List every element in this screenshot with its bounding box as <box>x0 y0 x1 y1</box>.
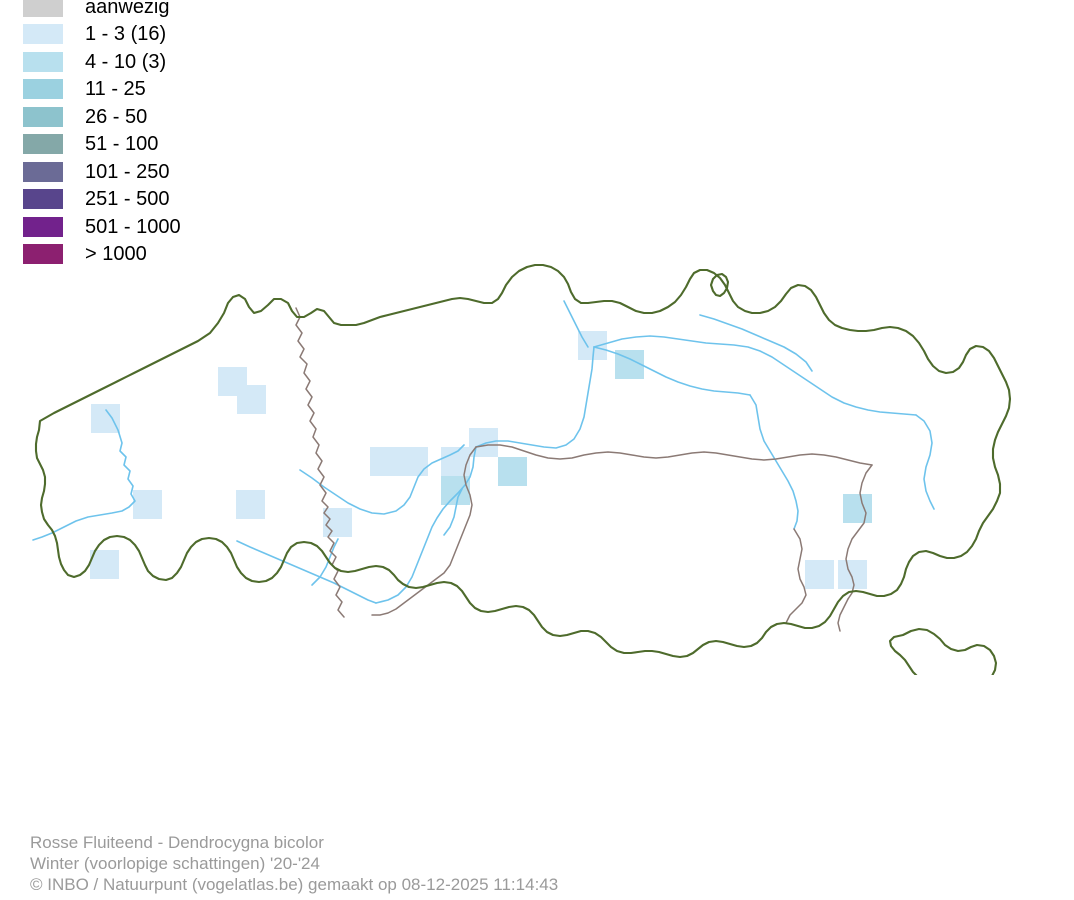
caption-period: Winter (voorlopige schattingen) '20-'24 <box>30 854 320 873</box>
legend-item-7[interactable]: 251 - 500 <box>0 186 170 213</box>
antwerp-island-detail <box>709 272 730 298</box>
river-schelde-mid <box>375 446 477 604</box>
river-schelde-low <box>475 346 595 449</box>
legend-label-9: > 1000 <box>85 243 147 265</box>
province-border-ovl-ant <box>475 444 873 466</box>
legend-label-3: 11 - 25 <box>85 78 146 100</box>
legend-item-2[interactable]: 4 - 10 (3) <box>0 48 166 75</box>
legend-item-1[interactable]: 1 - 3 (16) <box>0 21 166 48</box>
voeren-exclave <box>888 627 998 675</box>
river-demer <box>593 335 917 416</box>
river-leie <box>299 444 465 515</box>
map-caption: Rosse Fluiteend - Dendrocygna bicolor Wi… <box>30 832 558 895</box>
grid-cell[interactable] <box>441 447 470 476</box>
province-border-ant-limb <box>845 464 873 600</box>
river-zenne <box>443 488 463 536</box>
province-border-ovl-vbr <box>371 446 477 616</box>
river-kleine-nete <box>699 314 813 372</box>
legend-swatch-7 <box>23 189 63 209</box>
legend-item-0[interactable]: aanwezig <box>0 0 170 20</box>
river-netebeek <box>563 300 589 348</box>
grid-cell[interactable] <box>236 490 265 519</box>
grid-cell[interactable] <box>469 428 498 457</box>
legend-swatch-3 <box>23 79 63 99</box>
grid-cell[interactable] <box>838 560 867 589</box>
legend-item-3[interactable]: 11 - 25 <box>0 76 146 103</box>
legend-label-5: 51 - 100 <box>85 133 159 155</box>
grid-cell[interactable] <box>237 385 266 414</box>
legend-item-6[interactable]: 101 - 250 <box>0 158 170 185</box>
river-dender <box>311 538 339 586</box>
grid-cell[interactable] <box>399 447 428 476</box>
legend-swatch-4 <box>23 106 63 127</box>
grid-cell[interactable] <box>370 447 399 476</box>
caption-credit: © INBO / Natuurpunt (vogelatlas.be) gema… <box>30 875 559 894</box>
map-panel[interactable] <box>0 255 1074 675</box>
occurrence-cells-layer <box>90 331 872 589</box>
grid-cell[interactable] <box>843 494 872 523</box>
legend-label-2: 4 - 10 (3) <box>85 50 167 73</box>
legend-swatch-8 <box>23 216 63 237</box>
river-schelde-upper <box>236 540 377 604</box>
legend-label-8: 501 - 1000 <box>85 215 181 238</box>
caption-species: Rosse Fluiteend - Dendrocygna bicolor <box>30 833 324 852</box>
legend-label-6: 101 - 250 <box>85 160 170 183</box>
grid-cell[interactable] <box>90 550 119 579</box>
legend-item-5[interactable]: 51 - 100 <box>0 131 158 158</box>
legend-swatch-5 <box>23 134 63 154</box>
legend-label-7: 251 - 500 <box>85 188 170 210</box>
legend-swatch-1 <box>23 24 63 44</box>
legend-label-4: 26 - 50 <box>85 105 148 128</box>
region-border-layer <box>34 263 1012 675</box>
river-ijzer <box>32 409 136 541</box>
province-border-vbr-limb <box>785 528 807 624</box>
legend-label-0: aanwezig <box>85 0 170 18</box>
grid-cell[interactable] <box>805 560 834 589</box>
grid-cell[interactable] <box>133 490 162 519</box>
distribution-map[interactable] <box>0 255 1074 675</box>
river-maas <box>915 414 935 510</box>
legend-label-1: 1 - 3 (16) <box>85 23 167 45</box>
rivers-layer <box>32 300 935 604</box>
grid-cell[interactable] <box>498 457 527 486</box>
river-rupel <box>593 346 751 396</box>
legend-item-8[interactable]: 501 - 1000 <box>0 213 181 240</box>
flanders-outline <box>34 263 1012 659</box>
legend-swatch-2 <box>23 51 63 72</box>
legend-item-4[interactable]: 26 - 50 <box>0 103 147 130</box>
legend-item-9[interactable]: > 1000 <box>0 241 147 268</box>
province-border-voeren-link <box>837 598 849 632</box>
legend-swatch-9 <box>23 244 63 264</box>
river-dijle <box>749 394 799 530</box>
grid-cell[interactable] <box>91 404 120 433</box>
legend-swatch-6 <box>23 161 63 182</box>
legend-swatch-0 <box>23 0 63 17</box>
